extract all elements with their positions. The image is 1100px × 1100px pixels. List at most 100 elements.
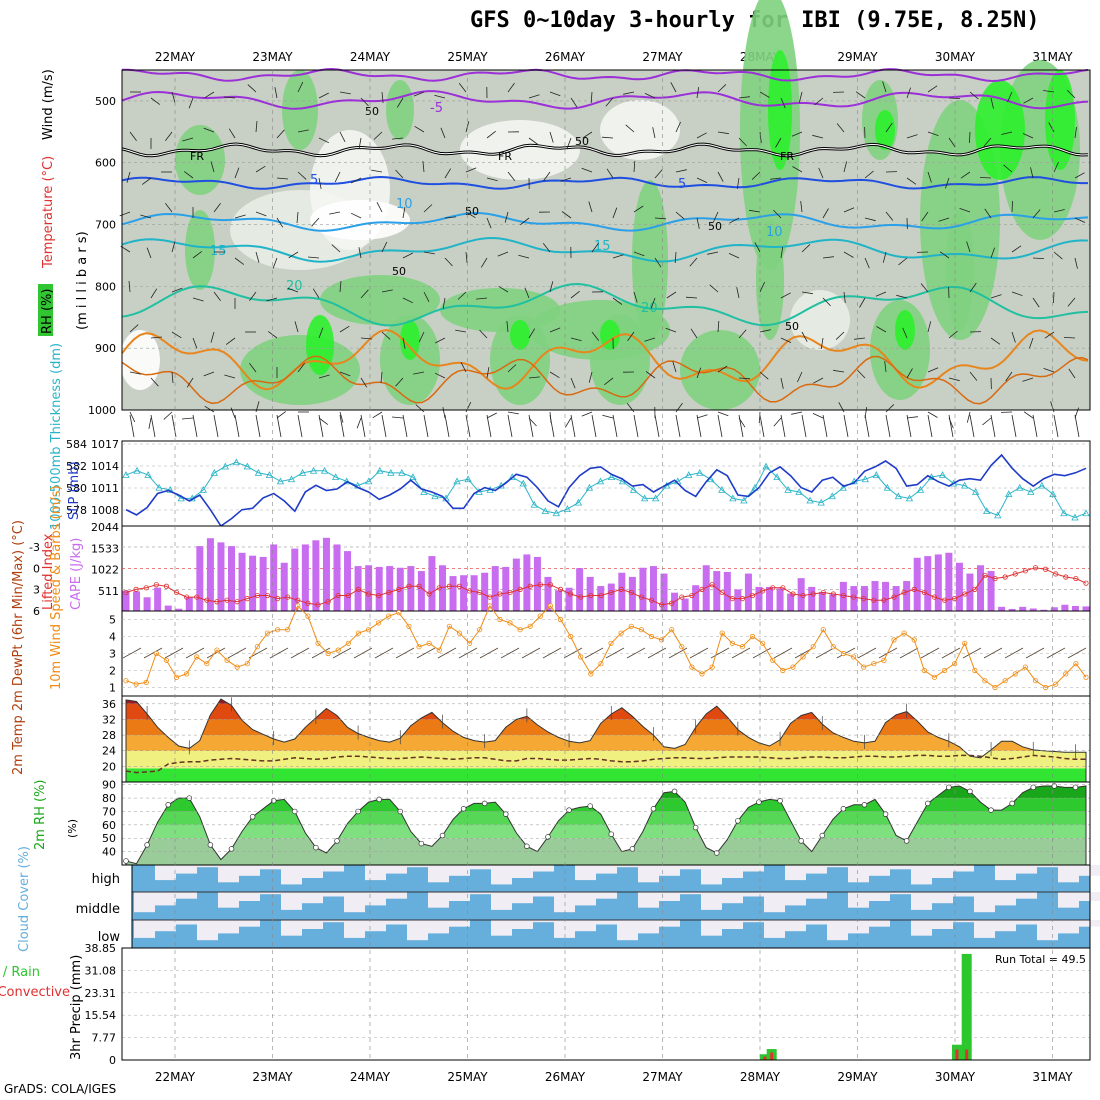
thickness-tick: 582: [66, 460, 87, 473]
cloud-clear-segment: [449, 892, 470, 901]
wind-barb: [709, 284, 719, 293]
li-point: [911, 586, 917, 592]
thickness-point: [563, 505, 572, 512]
wind-barb: [294, 321, 299, 333]
wind-tick: 2: [109, 665, 116, 678]
cloud-clear-segment: [386, 892, 407, 899]
wind-barb: [623, 91, 635, 95]
rh-contour-label: 50: [465, 205, 479, 218]
wind-tick: 3: [109, 648, 116, 661]
slp-tick: 1011: [91, 482, 119, 495]
rh-contour-label: 50: [575, 135, 589, 148]
surface-barb: [717, 414, 723, 438]
thickness-point: [541, 507, 549, 515]
cape-bar: [597, 586, 605, 611]
surface-barb: [213, 414, 219, 438]
wind-barb: [434, 94, 446, 99]
cape-bar: [639, 567, 647, 611]
cape-bar: [460, 575, 468, 611]
rh-point: [1030, 784, 1037, 791]
wind-barb: [1032, 297, 1040, 308]
surface-barb: [129, 414, 135, 438]
wind-barb: [670, 82, 677, 93]
wind-barb: [549, 371, 560, 379]
cloud-clear-segment: [386, 920, 407, 925]
wind-barb: [990, 247, 995, 259]
wind-barb: [1063, 337, 1076, 339]
wind-barb: [822, 208, 829, 219]
rh-point: [650, 806, 657, 812]
wind-tick: 5: [109, 614, 116, 627]
rh-point: [756, 799, 762, 805]
wind-barb: [770, 177, 782, 180]
cloud-clear-segment: [134, 920, 155, 938]
contour-label: -5: [430, 101, 443, 116]
li-point: [173, 589, 180, 596]
surface-barb: [759, 414, 765, 438]
date-label-bottom: 26MAY: [545, 1070, 586, 1084]
wind-barb: [255, 165, 266, 173]
wind-barb: [1022, 377, 1034, 382]
cloud-clear-segment: [806, 892, 827, 899]
surface-barb: [255, 414, 261, 438]
wind-barb: [606, 168, 614, 179]
wind-barb: [820, 337, 824, 349]
wind-barb: [249, 362, 257, 373]
rh-shading-blob: [600, 100, 680, 160]
wind-barb: [707, 251, 719, 255]
cape-bar: [850, 586, 858, 611]
wind-barb: [882, 251, 887, 263]
wind-barb: [1074, 217, 1086, 223]
wind-barb: [486, 412, 497, 419]
run-total: Run Total = 49.5: [995, 953, 1086, 966]
cloud-clear-segment: [365, 892, 386, 906]
wind-barb: [353, 647, 373, 659]
cape-bar: [312, 540, 320, 611]
wind-barb: [318, 177, 322, 189]
li-point: [982, 572, 988, 579]
wind-barb: [626, 647, 646, 659]
wind-barb: [1053, 161, 1059, 173]
wind-barb: [654, 169, 663, 179]
cloud-clear-segment: [491, 920, 512, 936]
wind-barb: [602, 414, 614, 419]
rh-point: [545, 834, 551, 840]
cloud-clear-segment: [512, 865, 533, 878]
cloud-clear-segment: [470, 865, 491, 870]
cape-bar: [227, 546, 235, 611]
cape-bar: [491, 566, 499, 611]
surface-barb: [1032, 414, 1038, 438]
cloud-clear-segment: [596, 892, 617, 899]
wind-barb: [969, 131, 971, 144]
wind-barb: [1007, 91, 1013, 103]
wind-barb: [754, 242, 761, 253]
wind-barb: [966, 241, 971, 253]
date-label-top: 22MAY: [155, 50, 196, 64]
cloud-clear-segment: [218, 920, 239, 934]
wind-barb: [507, 82, 515, 93]
temp-tick: 24: [102, 745, 116, 758]
wind-barb: [376, 202, 383, 213]
cloud-clear-segment: [848, 920, 869, 934]
li-point: [648, 597, 655, 603]
cape-bar: [322, 537, 330, 611]
upper-ylabel-wind: Wind (m/s): [41, 69, 56, 140]
cape-bar: [1029, 608, 1037, 611]
wind-barb: [381, 241, 388, 253]
rh-shading-blob: [946, 210, 974, 330]
cape-bar: [681, 598, 689, 611]
temp-band: [126, 768, 1086, 782]
wind-barb: [119, 211, 131, 217]
cape-bar: [882, 581, 890, 611]
wind-barb: [717, 320, 720, 333]
cloud-clear-segment: [176, 892, 197, 899]
cloud-clear-segment: [827, 865, 848, 868]
precip-tick: 7.77: [92, 1032, 117, 1045]
rh-point: [587, 803, 593, 809]
rh-shading-blob: [1045, 70, 1075, 170]
wind-barb: [165, 131, 173, 142]
wind-barb: [948, 137, 956, 148]
cloud-clear-segment: [806, 865, 827, 874]
cloud-clear-segment: [512, 920, 533, 929]
li-point: [618, 586, 624, 592]
